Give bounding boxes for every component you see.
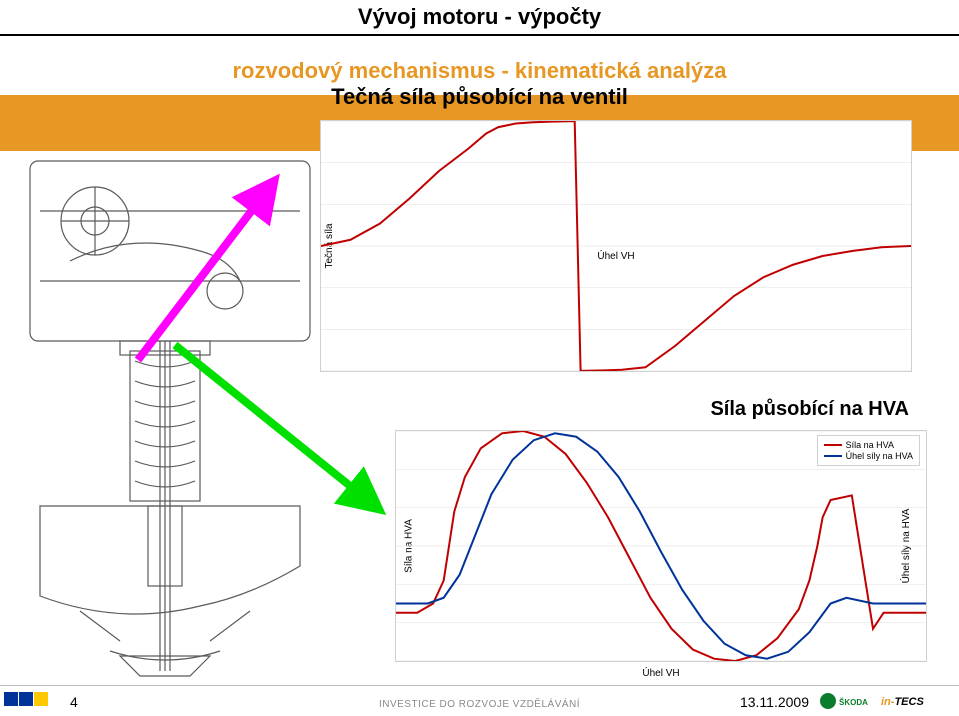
footer-date: 13.11.2009 <box>740 694 809 710</box>
hva-force-chart: Síla na HVA Úhel síly na HVA Úhel VH Síl… <box>395 430 927 662</box>
tangential-force-chart: Tečná síla Úhel VH <box>320 120 912 372</box>
eu-funding-logo <box>4 690 64 712</box>
title-rule <box>0 34 959 36</box>
header-text: rozvodový mechanismus - kinematická anal… <box>0 58 959 110</box>
svg-text:in-TECS: in-TECS <box>881 696 924 708</box>
header-line2: Tečná síla působící na ventil <box>0 84 959 110</box>
valve-assembly-schematic <box>0 151 340 691</box>
page-number: 4 <box>70 694 78 710</box>
svg-text:ŠKODA: ŠKODA <box>839 698 868 707</box>
header-line1: rozvodový mechanismus - kinematická anal… <box>0 58 959 84</box>
footer-caption: INVESTICE DO ROZVOJE VZDĚLÁVÁNÍ <box>379 699 580 710</box>
chart2-xlabel: Úhel VH <box>642 668 679 679</box>
slide: Vývoj motoru - výpočty rozvodový mechani… <box>0 0 959 716</box>
footer: 4 INVESTICE DO ROZVOJE VZDĚLÁVÁNÍ 13.11.… <box>0 686 959 716</box>
hva-force-heading: Síla působící na HVA <box>710 398 909 421</box>
page-title: Vývoj motoru - výpočty <box>0 4 959 30</box>
tecs-logo: in-TECS <box>881 692 951 710</box>
skoda-logo: ŠKODA <box>819 692 879 710</box>
